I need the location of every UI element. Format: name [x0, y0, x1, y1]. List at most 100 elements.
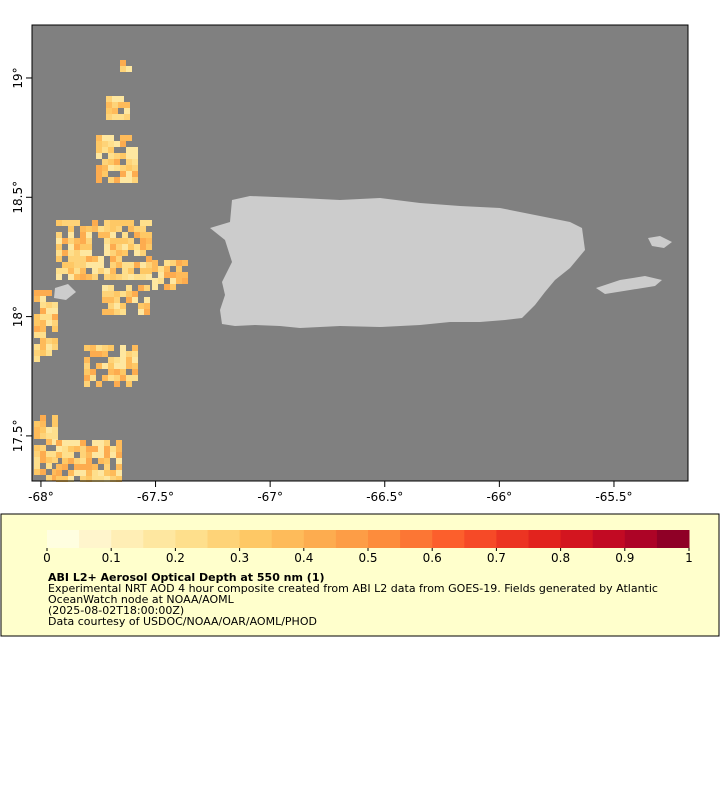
aerosol-pixel	[102, 141, 108, 147]
aerosol-pixel	[68, 476, 74, 482]
aerosol-pixel	[128, 238, 134, 244]
aerosol-pixel	[102, 345, 108, 351]
aerosol-pixels	[34, 60, 188, 482]
colorbar-swatch	[656, 530, 690, 548]
aerosol-pixel	[40, 350, 46, 356]
aerosol-pixel	[126, 147, 132, 153]
aerosol-pixel	[126, 285, 132, 291]
aerosol-pixel	[74, 238, 80, 244]
colorbar-tick-label: 0.1	[102, 551, 121, 565]
aerosol-pixel	[116, 250, 122, 256]
aerosol-pixel	[68, 232, 74, 238]
aerosol-pixel	[140, 244, 146, 250]
aerosol-pixel	[34, 356, 40, 362]
aerosol-pixel	[68, 452, 74, 458]
aerosol-pixel	[132, 297, 138, 303]
aerosol-pixel	[146, 256, 152, 262]
aerosol-pixel	[46, 338, 52, 344]
aerosol-pixel	[140, 274, 146, 280]
aerosol-pixel	[140, 226, 146, 232]
aerosol-pixel	[132, 291, 138, 297]
aerosol-pixel	[46, 433, 52, 439]
aerosol-pixel	[62, 476, 68, 482]
aerosol-pixel	[84, 357, 90, 363]
aerosol-pixel	[98, 470, 104, 476]
aerosol-pixel	[118, 102, 124, 108]
aerosol-pixel	[104, 452, 110, 458]
aerosol-pixel	[46, 475, 52, 481]
aerosol-pixel	[108, 357, 114, 363]
aerosol-pixel	[46, 314, 52, 320]
aerosol-pixel	[34, 344, 40, 350]
aerosol-pixel	[56, 464, 62, 470]
aerosol-pixel	[34, 457, 40, 463]
aerosol-pixel	[68, 268, 74, 274]
aerosol-pixel	[108, 147, 114, 153]
aerosol-pixel	[114, 153, 120, 159]
aerosol-pixel	[104, 220, 110, 226]
colorbar-tick-label: 0.6	[423, 551, 442, 565]
aerosol-pixel	[108, 363, 114, 369]
colorbar-swatch	[303, 530, 337, 548]
aerosol-pixel	[86, 256, 92, 262]
aerosol-pixel	[110, 232, 116, 238]
aerosol-pixel	[52, 439, 58, 445]
aerosol-pixel	[96, 345, 102, 351]
aerosol-pixel	[140, 232, 146, 238]
aerosol-pixel	[110, 262, 116, 268]
aerosol-pixel	[52, 344, 58, 350]
aerosol-pixel	[126, 171, 132, 177]
aerosol-pixel	[34, 427, 40, 433]
aerosol-pixel	[92, 440, 98, 446]
aerosol-pixel	[116, 244, 122, 250]
aerosol-pixel	[126, 177, 132, 183]
colorbar-swatch	[560, 530, 594, 548]
aerosol-pixel	[134, 232, 140, 238]
aerosol-pixel	[46, 308, 52, 314]
aerosol-pixel	[122, 220, 128, 226]
aerosol-pixel	[126, 375, 132, 381]
aerosol-pixel	[46, 427, 52, 433]
aerosol-pixel	[74, 244, 80, 250]
aerosol-pixel	[56, 256, 62, 262]
aerosol-pixel	[104, 476, 110, 482]
y-tick-label: 17.5°	[11, 420, 25, 453]
caption-line: Data courtesy of USDOC/NOAA/OAR/AOML/PHO…	[48, 615, 317, 628]
aerosol-pixel	[92, 256, 98, 262]
aerosol-pixel	[120, 345, 126, 351]
aerosol-pixel	[110, 226, 116, 232]
aerosol-pixel	[102, 363, 108, 369]
aerosol-pixel	[102, 171, 108, 177]
caption-line: OceanWatch node at NOAA/AOML	[48, 593, 235, 606]
aerosol-pixel	[62, 220, 68, 226]
aerosol-pixel	[110, 274, 116, 280]
aerosol-pixel	[86, 244, 92, 250]
aerosol-pixel	[122, 274, 128, 280]
aerosol-pixel	[86, 452, 92, 458]
y-tick-label: 18°	[11, 306, 25, 327]
aerosol-pixel	[52, 469, 58, 475]
aerosol-pixel	[132, 345, 138, 351]
aerosol-pixel	[74, 470, 80, 476]
aerosol-pixel	[108, 165, 114, 171]
aerosol-pixel	[84, 369, 90, 375]
aerosol-pixel	[116, 262, 122, 268]
aerosol-pixel	[104, 226, 110, 232]
aerosol-pixel	[34, 290, 40, 296]
aerosol-pixel	[40, 451, 46, 457]
aerosol-pixel	[108, 177, 114, 183]
aerosol-pixel	[56, 268, 62, 274]
aerosol-pixel	[120, 153, 126, 159]
aerosol-pixel	[106, 108, 112, 114]
map-frame	[31, 24, 689, 482]
aerosol-pixel	[84, 381, 90, 387]
aerosol-pixel	[126, 66, 132, 72]
aerosol-pixel	[74, 458, 80, 464]
aerosol-pixel	[114, 363, 120, 369]
y-tick-label: 19°	[11, 67, 25, 88]
aerosol-pixel	[96, 381, 102, 387]
aerosol-pixel	[124, 108, 130, 114]
aerosol-pixel	[120, 291, 126, 297]
aerosol-pixel	[112, 96, 118, 102]
